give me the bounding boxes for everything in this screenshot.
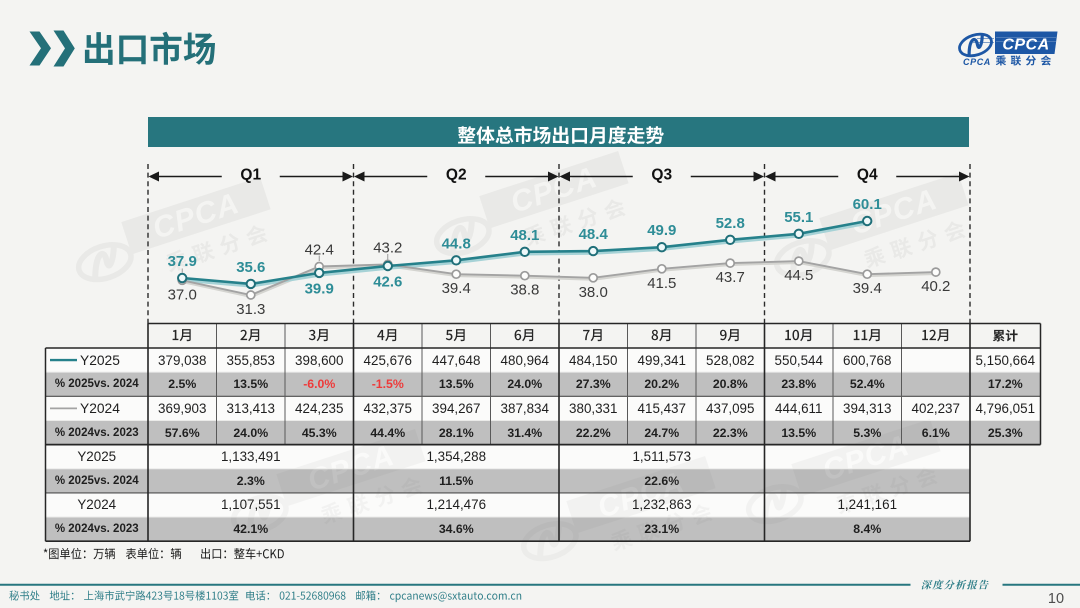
svg-text:31.3: 31.3 [236,301,265,318]
svg-text:39.4: 39.4 [442,280,471,297]
svg-text:42.6: 42.6 [373,274,402,291]
svg-text:48.4: 48.4 [579,226,609,243]
svg-text:60.1: 60.1 [853,196,882,213]
svg-text:49.9: 49.9 [647,222,676,239]
svg-text:55.1: 55.1 [784,209,813,226]
svg-text:44.8: 44.8 [442,235,471,252]
svg-text:43.7: 43.7 [716,269,745,286]
svg-text:38.0: 38.0 [579,284,608,301]
svg-text:43.2: 43.2 [373,239,402,256]
svg-text:CPCA: CPCA [594,466,689,525]
svg-text:37.9: 37.9 [168,253,197,270]
svg-text:35.6: 35.6 [236,259,265,276]
svg-text:40.2: 40.2 [921,278,950,295]
svg-text:CPCA: CPCA [1002,37,1049,54]
svg-text:41.5: 41.5 [647,275,676,292]
svg-text:42.4: 42.4 [305,242,334,259]
svg-text:Q1: Q1 [240,167,261,184]
svg-text:38.8: 38.8 [510,282,539,299]
svg-text:39.9: 39.9 [305,280,334,297]
svg-text:CPCA: CPCA [963,57,991,67]
svg-text:44.5: 44.5 [784,267,813,284]
svg-text:37.0: 37.0 [168,286,197,303]
svg-text:52.8: 52.8 [716,215,745,232]
svg-text:CPCA: CPCA [304,439,399,498]
svg-text:Q3: Q3 [651,167,672,184]
svg-text:Q4: Q4 [857,167,878,184]
svg-text:CPCA: CPCA [507,161,602,220]
svg-text:10: 10 [1048,591,1064,607]
svg-text:39.4: 39.4 [853,280,882,297]
svg-text:48.1: 48.1 [510,227,539,244]
svg-text:Q2: Q2 [446,167,467,184]
svg-text:CPCA: CPCA [149,187,244,246]
